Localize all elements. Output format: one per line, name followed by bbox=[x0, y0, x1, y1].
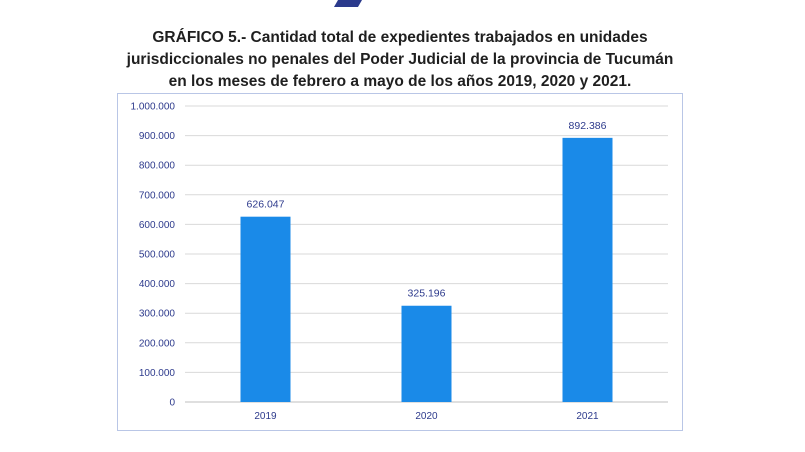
y-tick-label: 100.000 bbox=[139, 368, 176, 379]
data-label: 626.047 bbox=[247, 199, 285, 211]
y-tick-label: 800.000 bbox=[139, 161, 176, 172]
chart-title-line-3: en los meses de febrero a mayo de los añ… bbox=[168, 73, 632, 90]
y-tick-label: 500.000 bbox=[139, 250, 176, 261]
x-tick-label: 2020 bbox=[415, 411, 438, 422]
y-tick-label: 400.000 bbox=[139, 279, 176, 290]
chart-title: GRÁFICO 5.- Cantidad total de expediente… bbox=[100, 27, 700, 93]
bar bbox=[401, 305, 452, 402]
chart-frame bbox=[117, 93, 683, 431]
data-label: 892.386 bbox=[569, 120, 607, 132]
y-tick-label: 200.000 bbox=[139, 338, 176, 349]
y-tick-label: 600.000 bbox=[139, 220, 176, 231]
x-tick-label: 2021 bbox=[576, 411, 599, 422]
y-tick-label: 300.000 bbox=[139, 309, 176, 320]
y-tick-label: 900.000 bbox=[139, 131, 176, 142]
chart-title-line-1: GRÁFICO 5.- Cantidad total de expediente… bbox=[152, 29, 648, 46]
x-tick-label: 2019 bbox=[254, 411, 277, 422]
y-tick-label: 0 bbox=[169, 398, 175, 409]
data-label: 325.196 bbox=[408, 288, 446, 300]
chart-title-line-2: jurisdiccionales no penales del Poder Ju… bbox=[126, 51, 674, 68]
y-tick-label: 1.000.000 bbox=[131, 102, 176, 113]
y-tick-label: 700.000 bbox=[139, 190, 176, 201]
bar bbox=[240, 216, 291, 402]
bar bbox=[562, 137, 613, 402]
